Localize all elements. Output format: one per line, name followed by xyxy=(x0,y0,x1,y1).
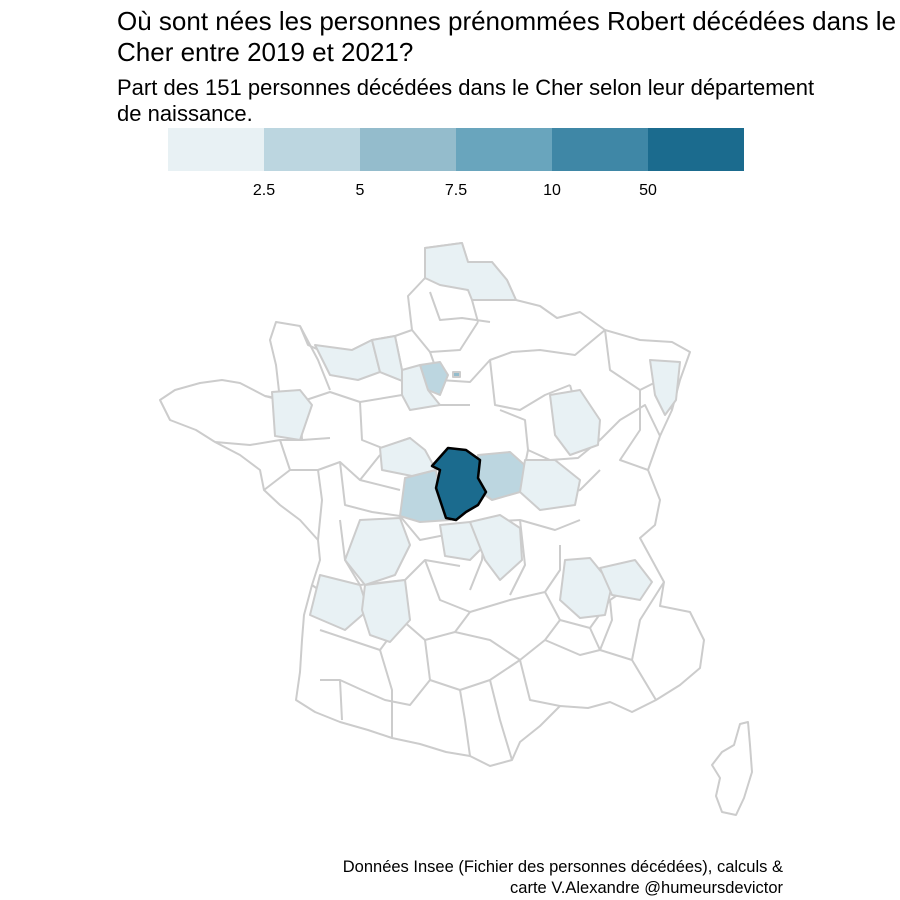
dept-vienne xyxy=(344,517,411,586)
dept-saone-et-loire xyxy=(519,459,581,511)
dept-dordogne xyxy=(361,579,411,643)
dept-cote-dor xyxy=(549,389,601,456)
caption-line-1: Données Insee (Fichier des personnes déc… xyxy=(342,858,783,876)
source-caption: Données Insee (Fichier des personnes déc… xyxy=(183,857,783,899)
map-title: Où sont nées les personnes prénommées Ro… xyxy=(117,6,897,67)
legend-tick-label: 5 xyxy=(355,182,365,199)
dept-eure-et-loir xyxy=(401,364,441,411)
legend-tick-label: 2.5 xyxy=(252,182,276,199)
dept-isere xyxy=(599,559,653,601)
legend-bin-1 xyxy=(168,128,264,171)
caption-line-2: carte V.Alexandre @humeursdevictor xyxy=(510,879,783,897)
legend-tick-label: 7.5 xyxy=(444,182,468,199)
legend-bin-2 xyxy=(264,128,360,171)
legend-bin-5 xyxy=(552,128,648,171)
legend-color-scale xyxy=(168,128,744,171)
dept-rhone xyxy=(559,557,613,619)
legend-bin-3 xyxy=(360,128,456,171)
map-subtitle: Part des 151 personnes décédées dans le … xyxy=(117,75,815,126)
dept-paris xyxy=(452,371,461,378)
dept-nord xyxy=(424,242,517,301)
dept-ille-et-vilaine xyxy=(271,389,313,441)
dept-allier xyxy=(469,514,523,581)
dept-charente xyxy=(309,574,369,631)
legend-tick-label: 50 xyxy=(639,182,657,199)
dept-haut-rhin xyxy=(649,359,681,416)
legend-bin-6 xyxy=(648,128,744,171)
legend-tick-label: 10 xyxy=(543,182,561,199)
corsica-outline xyxy=(711,721,753,816)
legend-ticks: 2.5 5 7.5 10 50 xyxy=(168,182,744,204)
legend-bin-4 xyxy=(456,128,552,171)
dept-cher xyxy=(430,446,488,522)
